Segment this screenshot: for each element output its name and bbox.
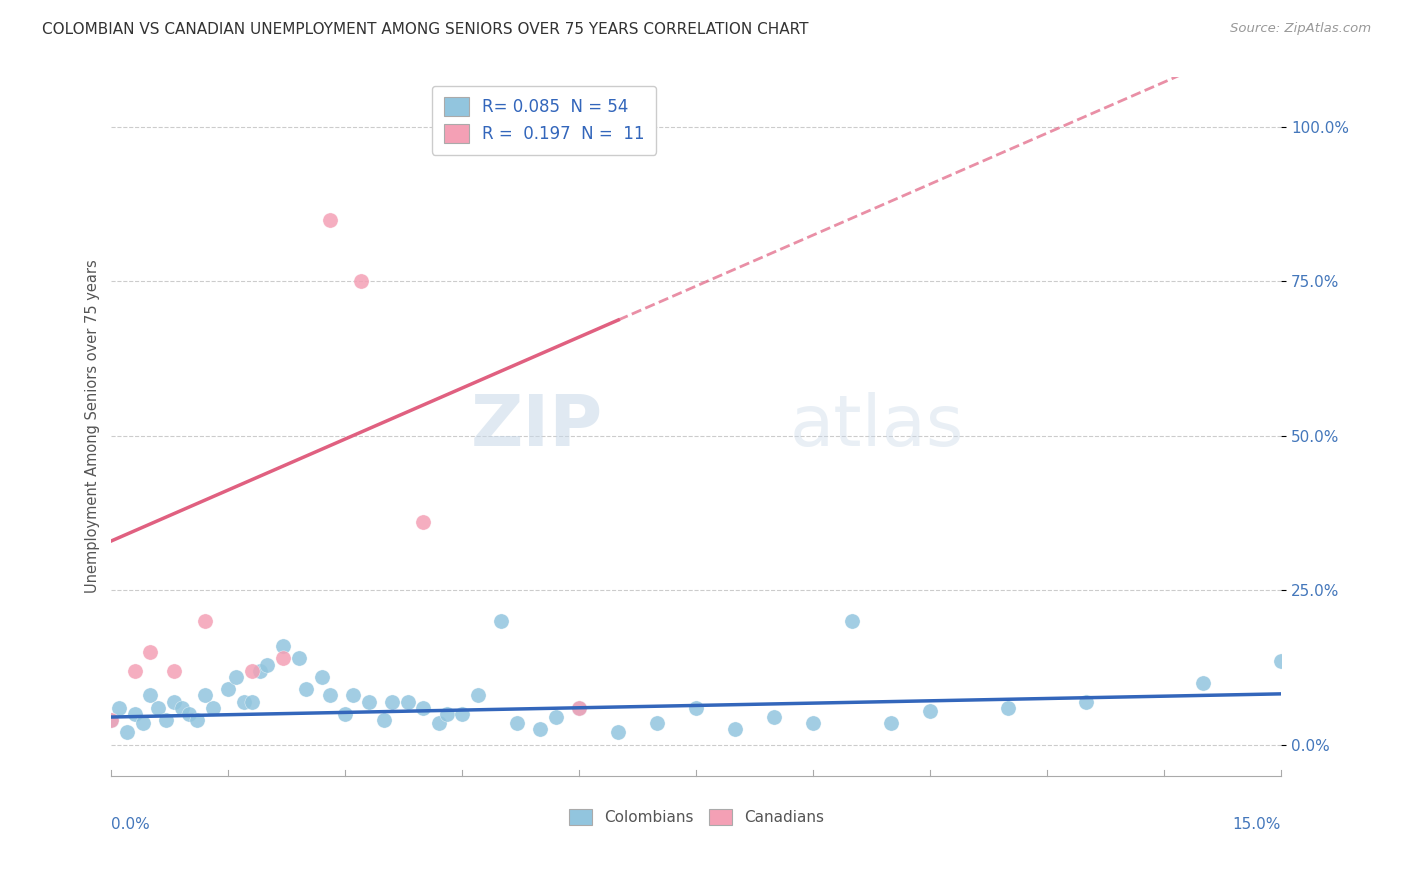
Point [920,704,942,718]
Point [163,695,186,709]
Point [201,700,224,714]
Point [724,723,747,737]
Text: Source: ZipAtlas.com: Source: ZipAtlas.com [1230,22,1371,36]
Point [1076,695,1098,709]
Point [240,664,263,678]
Point [685,700,707,714]
Point [115,725,138,739]
Point [256,657,278,672]
Point [311,670,333,684]
Point [155,713,177,727]
Point [139,645,162,659]
Text: 15.0%: 15.0% [1233,817,1281,832]
Point [170,700,193,714]
Point [179,706,201,721]
Point [108,700,131,714]
Point [373,713,395,727]
Point [841,614,863,628]
Point [451,706,474,721]
Point [436,706,458,721]
Point [396,695,419,709]
Point [194,614,217,628]
Point [381,695,404,709]
Point [1192,676,1215,690]
Point [249,664,271,678]
Point [427,716,450,731]
Point [124,664,146,678]
Point [295,682,318,697]
Text: atlas: atlas [790,392,965,461]
Point [645,716,668,731]
Point [491,614,513,628]
Point [319,212,342,227]
Legend: Colombians, Canadians: Colombians, Canadians [562,803,830,831]
Point [1270,654,1292,668]
Point [568,700,591,714]
Point [801,716,824,731]
Point [148,700,170,714]
Point [139,689,162,703]
Point [412,700,434,714]
Point [412,516,434,530]
Point [271,639,294,653]
Point [529,723,551,737]
Point [233,695,256,709]
Point [544,710,567,724]
Point [568,700,591,714]
Text: 0.0%: 0.0% [111,817,150,832]
Point [271,651,294,665]
Point [880,716,903,731]
Text: COLOMBIAN VS CANADIAN UNEMPLOYMENT AMONG SENIORS OVER 75 YEARS CORRELATION CHART: COLOMBIAN VS CANADIAN UNEMPLOYMENT AMONG… [42,22,808,37]
Point [607,725,630,739]
Point [319,689,342,703]
Point [225,670,247,684]
Point [350,274,373,288]
Point [217,682,239,697]
Point [100,713,122,727]
Point [506,716,529,731]
Point [467,689,489,703]
Point [124,706,146,721]
Point [763,710,786,724]
Text: ZIP: ZIP [471,392,603,461]
Point [342,689,364,703]
Point [100,713,122,727]
Point [997,700,1019,714]
Point [335,706,357,721]
Point [287,651,309,665]
Y-axis label: Unemployment Among Seniors over 75 years: Unemployment Among Seniors over 75 years [86,260,100,593]
Point [163,664,186,678]
Point [240,695,263,709]
Point [186,713,208,727]
Point [357,695,380,709]
Point [194,689,217,703]
Point [131,716,153,731]
